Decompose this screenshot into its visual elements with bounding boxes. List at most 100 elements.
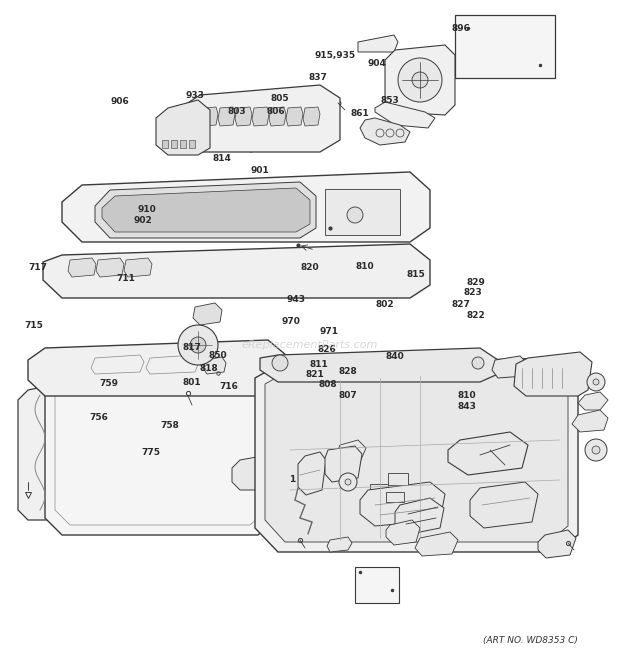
Text: 815: 815 <box>407 270 425 279</box>
Polygon shape <box>286 107 303 126</box>
Polygon shape <box>171 140 177 148</box>
Text: 808: 808 <box>319 379 337 389</box>
Text: 817: 817 <box>182 343 201 352</box>
Polygon shape <box>395 498 444 534</box>
Text: 906: 906 <box>110 97 129 106</box>
Polygon shape <box>43 244 430 298</box>
Text: 840: 840 <box>386 352 404 362</box>
Polygon shape <box>260 348 498 382</box>
Polygon shape <box>370 484 388 498</box>
Text: 902: 902 <box>133 216 152 225</box>
Polygon shape <box>68 258 96 277</box>
Polygon shape <box>388 473 408 485</box>
Polygon shape <box>470 482 538 528</box>
Polygon shape <box>538 530 576 558</box>
Text: 759: 759 <box>99 379 118 388</box>
Polygon shape <box>62 172 430 242</box>
Polygon shape <box>360 118 410 145</box>
Text: 896: 896 <box>451 24 470 33</box>
Polygon shape <box>95 182 316 238</box>
Text: 971: 971 <box>320 327 339 336</box>
Text: 901: 901 <box>250 166 269 175</box>
Polygon shape <box>455 15 555 78</box>
Text: 711: 711 <box>117 274 135 284</box>
Text: 1: 1 <box>289 475 295 485</box>
Polygon shape <box>180 140 186 148</box>
Text: 716: 716 <box>219 381 238 391</box>
Polygon shape <box>203 357 226 374</box>
Text: 814: 814 <box>212 154 231 163</box>
Polygon shape <box>255 358 578 552</box>
Polygon shape <box>514 352 592 396</box>
Polygon shape <box>360 482 445 526</box>
Text: 853: 853 <box>381 96 399 105</box>
Polygon shape <box>18 385 62 520</box>
Text: 826: 826 <box>317 344 336 354</box>
Polygon shape <box>201 107 218 126</box>
Circle shape <box>272 355 288 371</box>
Polygon shape <box>355 567 399 603</box>
Circle shape <box>587 373 605 391</box>
Text: 850: 850 <box>208 351 227 360</box>
Circle shape <box>472 357 484 369</box>
Text: 827: 827 <box>451 299 470 309</box>
Polygon shape <box>572 410 608 432</box>
Text: 822: 822 <box>466 311 485 320</box>
Polygon shape <box>336 440 366 464</box>
Text: 805: 805 <box>270 94 289 103</box>
Polygon shape <box>156 100 210 155</box>
Circle shape <box>190 337 206 353</box>
Text: 811: 811 <box>310 360 329 369</box>
Polygon shape <box>252 107 269 126</box>
Polygon shape <box>293 108 338 128</box>
Text: 806: 806 <box>267 107 285 116</box>
Text: 820: 820 <box>300 263 319 272</box>
Polygon shape <box>162 140 168 148</box>
Text: 904: 904 <box>367 59 386 68</box>
Circle shape <box>412 72 428 88</box>
Text: 715: 715 <box>25 321 43 330</box>
Text: 717: 717 <box>29 262 48 272</box>
Text: eReplacementParts.com: eReplacementParts.com <box>242 340 378 350</box>
Circle shape <box>345 479 351 485</box>
Circle shape <box>592 446 600 454</box>
Circle shape <box>347 207 363 223</box>
Polygon shape <box>325 446 362 482</box>
Text: 933: 933 <box>186 91 205 100</box>
Polygon shape <box>325 189 400 235</box>
Text: 801: 801 <box>182 378 201 387</box>
Polygon shape <box>180 85 340 152</box>
Text: 943: 943 <box>286 295 306 304</box>
Text: (ART NO. WD8353 C): (ART NO. WD8353 C) <box>482 635 577 644</box>
Text: 775: 775 <box>141 447 161 457</box>
Polygon shape <box>385 45 455 115</box>
Polygon shape <box>45 358 275 535</box>
Text: 843: 843 <box>458 402 476 411</box>
Polygon shape <box>298 452 326 495</box>
Text: 861: 861 <box>350 109 369 118</box>
Polygon shape <box>28 340 286 396</box>
Text: 970: 970 <box>281 317 300 327</box>
Polygon shape <box>578 392 608 410</box>
Polygon shape <box>375 102 435 128</box>
Polygon shape <box>386 492 404 502</box>
Polygon shape <box>492 356 528 378</box>
Polygon shape <box>386 520 420 545</box>
Circle shape <box>339 473 357 491</box>
Polygon shape <box>269 107 286 126</box>
Polygon shape <box>193 303 222 325</box>
Polygon shape <box>294 122 334 140</box>
Text: 837: 837 <box>309 73 327 83</box>
Circle shape <box>398 58 442 102</box>
Text: 828: 828 <box>339 367 357 376</box>
Polygon shape <box>448 432 528 475</box>
Circle shape <box>178 325 218 365</box>
Polygon shape <box>124 258 152 277</box>
Polygon shape <box>415 532 458 556</box>
Polygon shape <box>303 107 320 126</box>
Circle shape <box>585 439 607 461</box>
Polygon shape <box>218 107 235 126</box>
Text: 810: 810 <box>458 391 476 401</box>
Text: 810: 810 <box>356 262 374 271</box>
Text: 807: 807 <box>339 391 357 401</box>
